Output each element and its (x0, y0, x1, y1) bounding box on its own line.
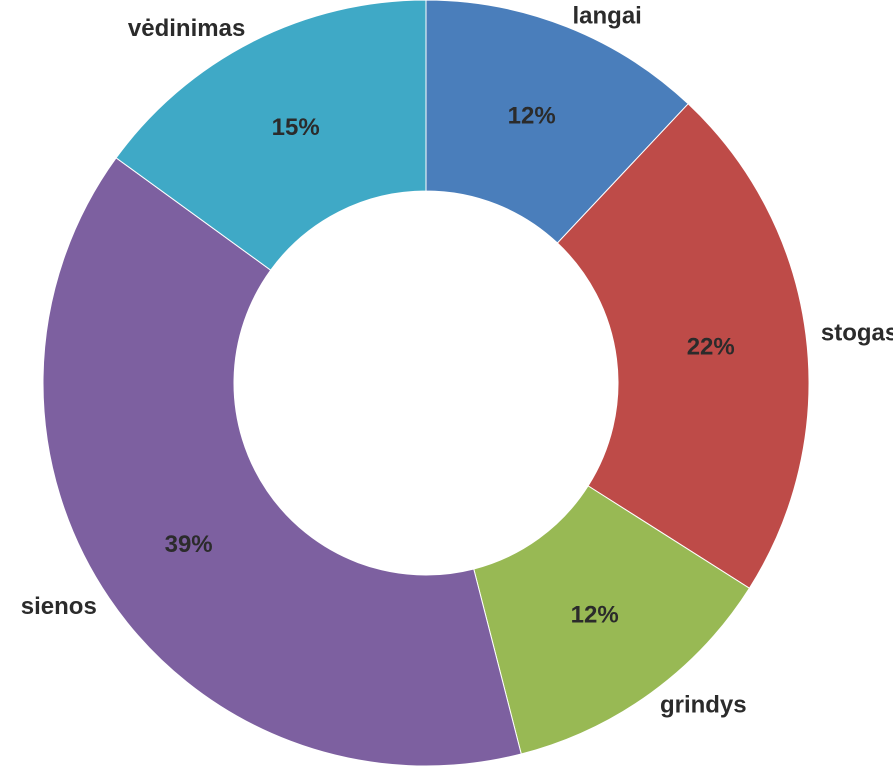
category-labels-layer: langai stogas grindys sienos vėdinimas (21, 3, 893, 719)
slices-layer (42, 0, 810, 767)
category-label-0: langai (573, 3, 642, 30)
percent-label-0: 12% (508, 103, 556, 130)
category-label-2: grindys (660, 691, 747, 718)
category-label-1: stogas (821, 320, 893, 347)
slice-4 (115, 0, 427, 271)
slice-1 (556, 103, 810, 589)
percent-labels-layer: 12% 22% 12% 39% 15% (165, 103, 735, 629)
percent-label-4: 15% (272, 114, 320, 141)
percent-label-2: 12% (571, 602, 619, 629)
percent-label-3: 39% (165, 531, 213, 558)
category-label-4: vėdinimas (128, 15, 245, 42)
percent-label-1: 22% (687, 334, 735, 361)
slice-2 (473, 485, 751, 755)
slice-0 (425, 0, 689, 244)
slice-3 (42, 157, 522, 767)
category-label-3: sienos (21, 593, 97, 620)
